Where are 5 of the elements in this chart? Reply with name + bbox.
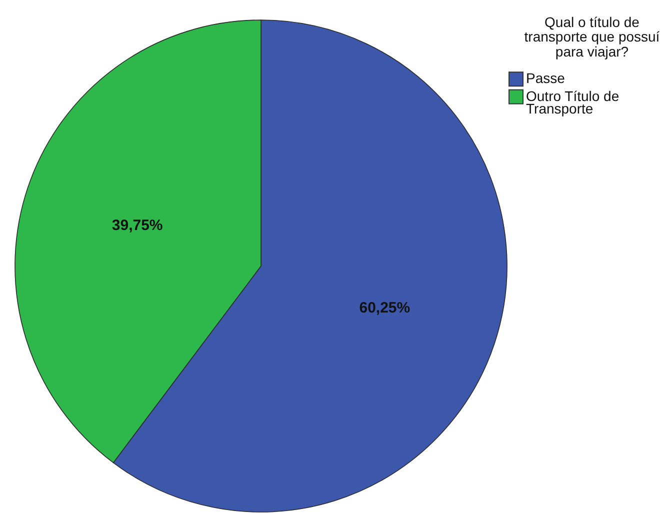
data-label: 60,25% [359,300,410,317]
data-label: 39,75% [112,216,163,234]
legend-label: Outro Título de Transporte [526,88,620,116]
legend-title: Qual o título de transporte que possuí para viajar? [524,14,660,60]
legend-label: Passe [526,70,566,86]
